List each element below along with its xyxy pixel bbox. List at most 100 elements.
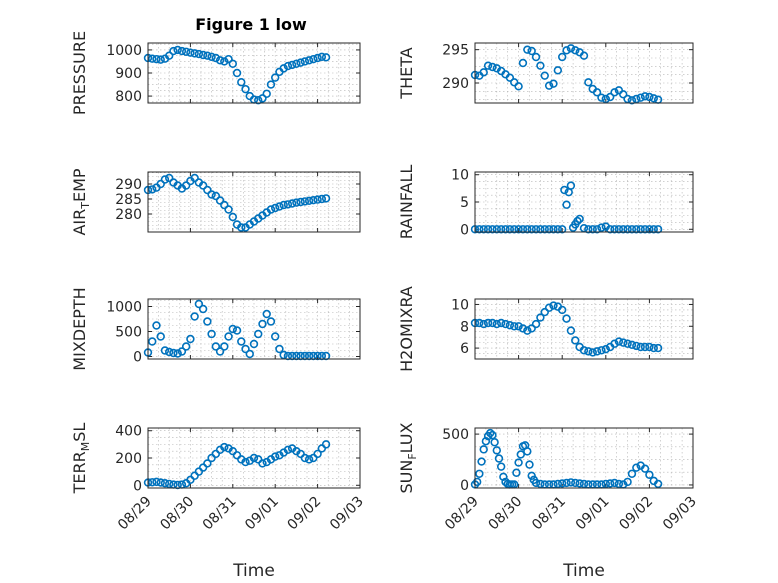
data-point: [645, 342, 654, 352]
data-point: [224, 332, 233, 341]
data-point: [156, 478, 165, 487]
data-point: [523, 447, 532, 456]
y-tick-label: 1000: [106, 43, 142, 59]
data-point: [254, 329, 263, 339]
data-point: [165, 173, 174, 183]
y-axis-label: AIRTEMP: [70, 168, 92, 235]
data-point: [241, 457, 250, 467]
data-point: [632, 225, 641, 234]
data-point: [536, 479, 545, 489]
data-point: [177, 46, 187, 56]
data-point: [492, 446, 501, 455]
data-point: [313, 195, 322, 204]
data-point: [575, 214, 584, 224]
data-point: [287, 199, 297, 208]
data-point: [488, 62, 497, 72]
data-point: [296, 58, 305, 67]
x-tick-label: 08/30: [486, 494, 526, 534]
data-point: [562, 200, 571, 209]
data-point: [475, 318, 484, 328]
data-point: [557, 225, 567, 234]
data-point: [523, 45, 532, 54]
data-point: [573, 216, 582, 226]
data-point: [544, 225, 554, 234]
data-point: [553, 66, 563, 75]
data-point: [632, 463, 641, 472]
data-point: [148, 478, 157, 487]
data-point: [505, 73, 515, 82]
data-point: [536, 61, 545, 70]
y-tick-label: 0: [460, 478, 469, 494]
y-axis-label: TERRMSL: [70, 423, 92, 495]
data-point: [220, 342, 229, 351]
data-point: [623, 225, 632, 234]
data-point: [523, 326, 532, 335]
data-point: [483, 225, 493, 234]
data-point: [156, 179, 165, 189]
data-point: [636, 93, 645, 102]
data-point: [283, 445, 293, 455]
axes-frame: [147, 298, 361, 360]
data-point: [304, 56, 314, 65]
data-point: [571, 478, 580, 488]
data-point: [623, 477, 632, 487]
data-point: [198, 50, 208, 60]
subplot-8: 0 500 08/29 08/30 08/31 09/01 09/02 09/03 SUNFLU…: [397, 422, 700, 581]
data-point: [194, 49, 204, 59]
x-tick-label: 09/03: [327, 494, 367, 534]
data-point: [597, 93, 606, 102]
data-point: [627, 96, 637, 105]
data-point: [562, 314, 571, 323]
x-axis-label: Time: [562, 561, 605, 581]
data-point: [531, 225, 541, 234]
data-point: [215, 56, 225, 65]
data-point: [510, 322, 519, 331]
data-point: [483, 318, 493, 328]
data-point: [549, 79, 558, 88]
data-point: [313, 449, 322, 459]
data-point: [627, 340, 637, 350]
data-point: [262, 89, 271, 98]
data-point: [203, 185, 212, 195]
data-point: [266, 205, 276, 214]
data-point: [181, 181, 191, 190]
y-tick-label: 280: [115, 207, 142, 223]
data-point: [152, 477, 161, 487]
data-point: [527, 471, 536, 480]
y-axis-label: SUNFLUX: [397, 422, 419, 493]
data-point: [160, 175, 170, 184]
data-point: [483, 61, 493, 70]
x-tick-label: 08/31: [529, 494, 569, 534]
axes-frame: [147, 427, 361, 489]
data-point: [181, 342, 191, 351]
data-point: [287, 60, 297, 70]
data-point: [477, 457, 486, 466]
y-tick-label: 800: [115, 89, 142, 105]
data-point: [488, 318, 497, 328]
data-point: [512, 468, 521, 477]
data-point: [220, 200, 229, 210]
subplot-4: 0 5 10 RAINFALL: [397, 165, 694, 239]
data-point: [321, 194, 331, 203]
data-point: [220, 57, 229, 66]
data-point: [540, 71, 549, 80]
data-point: [653, 343, 663, 353]
data-point: [258, 319, 267, 329]
data-point: [181, 47, 191, 56]
data-point: [496, 462, 506, 471]
data-point: [514, 322, 523, 331]
data-point: [258, 459, 267, 468]
data-point: [592, 225, 602, 234]
data-point: [614, 337, 624, 346]
data-point: [279, 64, 288, 73]
data-point: [649, 343, 658, 353]
data-point: [321, 440, 331, 449]
data-point: [220, 442, 229, 452]
data-point: [262, 309, 271, 319]
y-tick-label: 0: [133, 350, 142, 366]
data-point: [292, 59, 301, 68]
subplot-5: 0 500 1000 MIXDEPTH: [70, 287, 361, 371]
data-point: [300, 197, 310, 206]
y-tick-label: 290: [115, 177, 142, 193]
data-point: [215, 347, 225, 356]
